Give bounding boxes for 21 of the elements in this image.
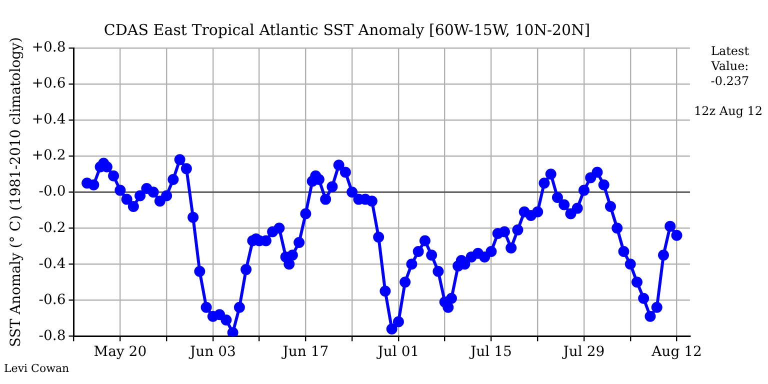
y-tick-label: +0.8 (32, 40, 66, 56)
x-tick-label: Jul 01 (376, 344, 420, 360)
y-axis-title: SST Anomaly (° C) (1981-2010 climatology) (8, 37, 24, 348)
y-tick-label: -0.0 (38, 184, 66, 200)
x-tick-label: Jul 29 (561, 344, 605, 360)
y-tick-label: -0.6 (38, 292, 66, 308)
x-tick-label: Aug 12 (650, 344, 702, 360)
x-tick-label: Jul 15 (468, 344, 512, 360)
chart-title: CDAS East Tropical Atlantic SST Anomaly [60W-15W, 10N-20N] (104, 20, 590, 39)
y-tick-label: -0.8 (38, 328, 66, 344)
x-tick-label: May 20 (94, 344, 147, 360)
text: Latest Value: -0.237 (710, 44, 750, 89)
text: Levi Cowan (4, 362, 70, 375)
text: 12z Aug 12 (694, 104, 764, 118)
y-tick-label: -0.2 (38, 220, 66, 236)
y-tick-label: +0.4 (32, 112, 66, 128)
x-tick-label: Jun 03 (188, 344, 236, 360)
y-tick-label: +0.2 (32, 148, 66, 164)
y-tick-label: +0.6 (32, 76, 66, 92)
x-tick-label: Jun 17 (280, 344, 329, 360)
y-tick-label: -0.4 (38, 256, 66, 272)
